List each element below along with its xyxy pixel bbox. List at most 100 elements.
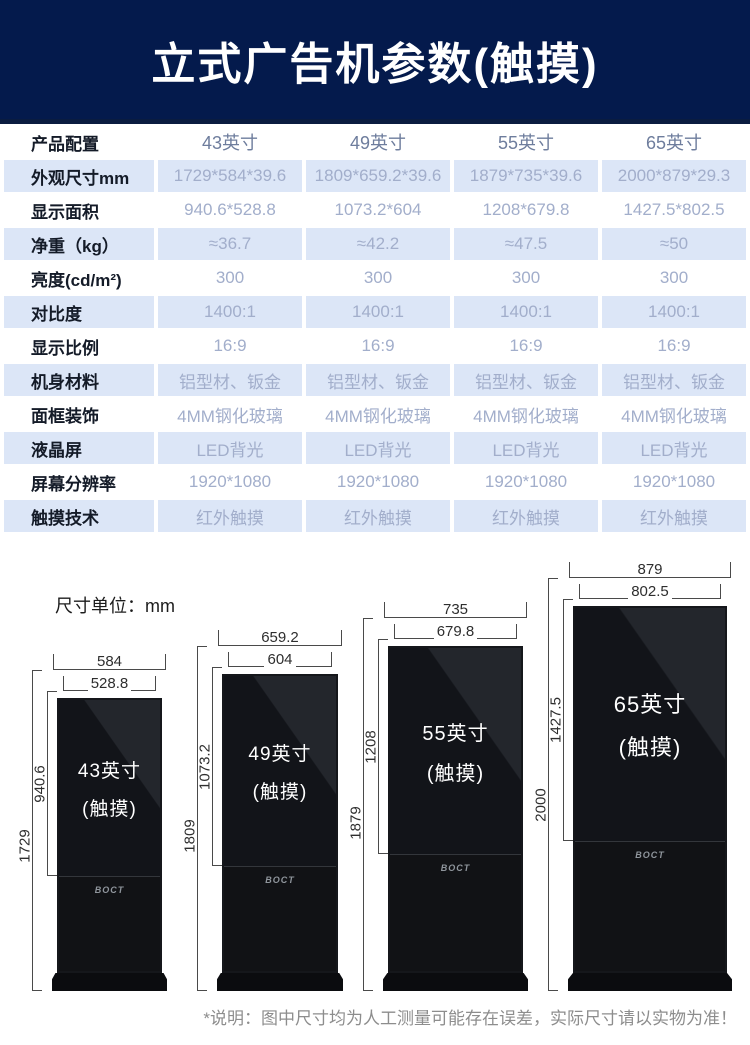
screen-height-label: 940.6 <box>31 764 49 803</box>
row-label: 对比度 <box>4 296 154 328</box>
row-value: 1073.2*604 <box>306 194 450 226</box>
device-drawing: 49英寸 (触摸) BOCT <box>217 674 343 991</box>
outer-width-label: 735 <box>439 602 472 617</box>
spec-row: 亮度(cd/m²) 300 300 300 300 <box>4 262 746 294</box>
row-value: 1729*584*39.6 <box>158 160 302 192</box>
row-value: 300 <box>306 262 450 294</box>
outer-width-dim: 735 <box>384 602 527 618</box>
row-label: 外观尺寸mm <box>4 160 154 192</box>
row-value: 55英寸 <box>454 126 598 158</box>
spec-row: 净重（kg） ≈36.7 ≈42.2 ≈47.5 ≈50 <box>4 228 746 260</box>
spec-row: 显示比例 16:9 16:9 16:9 16:9 <box>4 330 746 362</box>
row-label: 面框装饰 <box>4 398 154 430</box>
device-body: 49英寸 (触摸) BOCT <box>222 674 338 973</box>
row-value: 16:9 <box>306 330 450 362</box>
row-label: 触摸技术 <box>4 500 154 532</box>
row-value: 65英寸 <box>602 126 746 158</box>
row-value: 1400:1 <box>158 296 302 328</box>
device-screen: 65英寸 (触摸) <box>575 608 725 841</box>
spec-row: 屏幕分辨率 1920*1080 1920*1080 1920*1080 1920*108… <box>4 466 746 498</box>
row-value: 300 <box>454 262 598 294</box>
outer-height-label: 1879 <box>347 806 365 840</box>
device-base <box>217 973 343 991</box>
row-value: 1920*1080 <box>158 466 302 498</box>
row-value: 16:9 <box>602 330 746 362</box>
screen-width-dim: 802.5 <box>579 584 721 599</box>
device-base <box>568 973 732 991</box>
row-value: 红外触摸 <box>158 500 302 532</box>
device-label: 43英寸 (触摸) <box>77 760 142 820</box>
device-lower-panel: BOCT <box>59 876 160 971</box>
outer-height-dim: 1879 <box>348 618 373 991</box>
row-value: 43英寸 <box>158 126 302 158</box>
spec-row: 机身材料 铝型材、钣金 铝型材、钣金 铝型材、钣金 铝型材、钣金 <box>4 364 746 396</box>
device-body: 65英寸 (触摸) BOCT <box>573 606 727 973</box>
spec-row: 对比度 1400:1 1400:1 1400:1 1400:1 <box>4 296 746 328</box>
row-value: 16:9 <box>158 330 302 362</box>
row-value: 49英寸 <box>306 126 450 158</box>
row-value: 红外触摸 <box>602 500 746 532</box>
row-value: 4MM钢化玻璃 <box>158 398 302 430</box>
screen-height-dim: 1073.2 <box>197 667 222 866</box>
row-value: 1920*1080 <box>602 466 746 498</box>
device-body: 43英寸 (触摸) BOCT <box>57 698 162 973</box>
screen-height-label: 1427.5 <box>547 697 565 743</box>
screen-width-label: 679.8 <box>433 624 478 639</box>
row-value: 4MM钢化玻璃 <box>602 398 746 430</box>
row-value: 铝型材、钣金 <box>602 364 746 396</box>
device-figure-49: 659.2 604 1809 1073.2 49英寸 (触摸) BOCT <box>182 630 343 991</box>
row-value: LED背光 <box>454 432 598 464</box>
spec-table-body: 产品配置 43英寸 49英寸 55英寸 65英寸 外观尺寸mm 1729*584*39.6 1… <box>4 126 746 532</box>
device-drawing: 55英寸 (触摸) BOCT <box>383 646 528 991</box>
boct-logo: BOCT <box>265 875 295 885</box>
row-value: 1920*1080 <box>306 466 450 498</box>
outer-width-label: 584 <box>93 654 126 669</box>
row-value: 1879*735*39.6 <box>454 160 598 192</box>
outer-height-label: 2000 <box>532 788 550 822</box>
screen-height-label: 1073.2 <box>196 743 214 790</box>
unit-label: 尺寸单位：mm <box>55 596 175 616</box>
row-label: 显示比例 <box>4 330 154 362</box>
device-lower-panel: BOCT <box>575 841 725 971</box>
device-lower-panel: BOCT <box>224 866 336 971</box>
screen-width-label: 604 <box>264 652 296 667</box>
row-value: 300 <box>158 262 302 294</box>
outer-height-label: 1809 <box>181 818 199 853</box>
boct-logo: BOCT <box>94 885 125 895</box>
device-base <box>52 973 167 991</box>
spec-row: 面框装饰 4MM钢化玻璃 4MM钢化玻璃 4MM钢化玻璃 4MM钢化玻璃 <box>4 398 746 430</box>
row-value: 铝型材、钣金 <box>306 364 450 396</box>
device-figure-55: 735 679.8 1879 1208 55英寸 (触摸) BOCT <box>348 602 528 991</box>
screen-width-dim: 604 <box>228 652 332 667</box>
row-value: 铝型材、钣金 <box>454 364 598 396</box>
row-value: 300 <box>602 262 746 294</box>
row-value: 1208*679.8 <box>454 194 598 226</box>
row-value: 红外触摸 <box>306 500 450 532</box>
row-value: 1400:1 <box>602 296 746 328</box>
outer-width-label: 879 <box>634 562 666 577</box>
dimension-diagram: 尺寸单位：mm 584 528.8 1729 940.6 43英寸 (触摸) B… <box>0 534 750 1045</box>
device-label: 65英寸 (触摸) <box>613 692 687 760</box>
row-value: 1400:1 <box>306 296 450 328</box>
row-label: 显示面积 <box>4 194 154 226</box>
device-figure-65: 879 802.5 2000 1427.5 65英寸 (触摸) BOCT <box>533 562 732 991</box>
device-screen: 43英寸 (触摸) <box>59 700 160 876</box>
device-drawing: 43英寸 (触摸) BOCT <box>52 698 167 991</box>
outer-height-dim: 1809 <box>182 646 207 991</box>
screen-height-dim: 1427.5 <box>548 599 573 841</box>
row-label: 亮度(cd/m²) <box>4 262 154 294</box>
screen-height-dim: 1208 <box>363 639 388 854</box>
device-base <box>383 973 528 991</box>
row-value: LED背光 <box>158 432 302 464</box>
outer-width-dim: 584 <box>53 654 166 670</box>
device-drawing: 65英寸 (触摸) BOCT <box>568 606 732 991</box>
device-screen: 55英寸 (触摸) <box>390 648 521 854</box>
outer-width-dim: 879 <box>569 562 731 578</box>
row-value: 940.6*528.8 <box>158 194 302 226</box>
row-value: ≈36.7 <box>158 228 302 260</box>
row-value: 4MM钢化玻璃 <box>306 398 450 430</box>
row-value: 2000*879*29.3 <box>602 160 746 192</box>
row-value: ≈42.2 <box>306 228 450 260</box>
measurement-note: *说明：图中尺寸均为人工测量可能存在误差，实际尺寸请以实物为准！ <box>203 1009 737 1028</box>
spec-row: 外观尺寸mm 1729*584*39.6 1809*659.2*39.6 1879*7… <box>4 160 746 192</box>
